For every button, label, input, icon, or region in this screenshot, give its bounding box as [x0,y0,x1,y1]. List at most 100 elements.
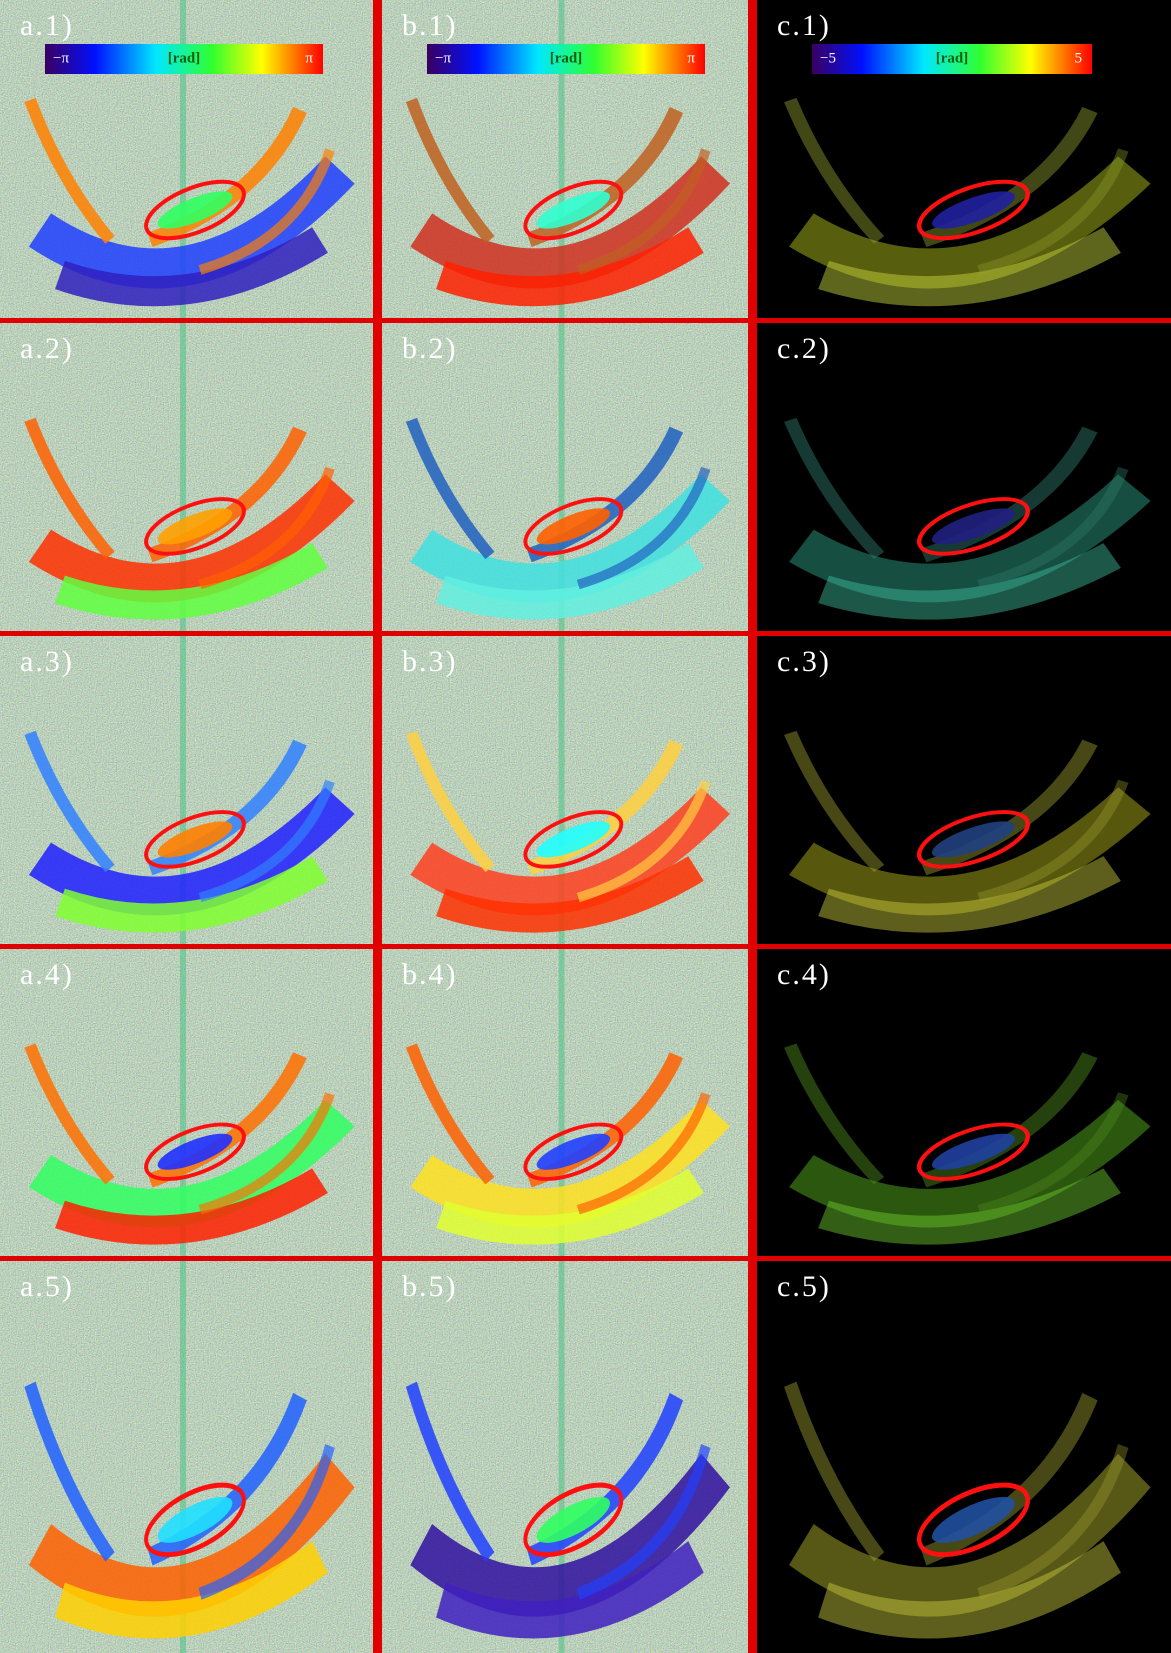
arm-left [24,1043,115,1185]
panel-label: c.5) [777,1270,831,1303]
colorbar-min: −5 [820,50,836,66]
phase-image [24,949,355,1256]
lower-bowl [55,1541,328,1639]
artifact-stripe [558,323,565,631]
panel: b.3) [382,636,748,944]
arm-left [405,1043,495,1185]
arm-outer [576,148,711,275]
arm-left [784,730,885,873]
panel: b.1) −π [rad] π [382,0,748,318]
bowl [789,156,1151,289]
roi-ellipse [523,1482,624,1558]
panel-label: a.3) [20,645,74,678]
center-blob [931,1496,1015,1543]
panel-label: a.2) [20,332,74,365]
artifact-stripe [558,636,565,944]
panel-label: c.4) [777,958,831,991]
panel: a.1) −π [rad] π [0,0,373,318]
panel: b.2) [382,323,748,631]
phase-image [405,323,730,631]
arm-outer [198,779,335,903]
panel-label: c.3) [777,645,831,678]
panel: a.3) [0,636,373,944]
lower-bowl [436,543,704,620]
lower-bowl [436,227,704,307]
roi-ellipse [144,497,246,556]
arm-outer [198,466,335,590]
panel-label: a.1) [20,9,74,42]
panel-label: c.2) [777,332,831,365]
arm-left [24,417,115,560]
black-background [757,323,1171,631]
phase-image [784,417,1151,620]
arm-left [24,97,115,244]
center-blob [157,1133,233,1170]
colorbar-max: 5 [1075,50,1083,66]
artifact-stripe [180,323,186,631]
panel: c.5) [757,1261,1171,1653]
colorbar-min: −π [53,50,69,66]
roi-ellipse [916,1482,1030,1558]
panel-label: c.1) [777,9,831,42]
bowl [789,787,1151,916]
panel-label: b.4) [402,958,458,991]
arm-left [405,417,495,560]
center-blob [157,508,233,545]
panel-label: b.1) [402,9,458,42]
phase-image [24,323,355,631]
black-background [757,949,1171,1256]
center-blob [931,508,1015,545]
lower-bowl [818,543,1121,620]
colorbar [45,44,323,74]
arm-outer [198,1443,335,1600]
panel: c.2) [757,323,1171,631]
lower-bowl [818,1541,1121,1639]
lower-bowl [818,1168,1121,1245]
black-background [757,636,1171,944]
lower-bowl [818,227,1121,307]
arm-outer [977,1092,1129,1215]
artifact-stripe [558,949,565,1256]
phase-image [24,0,355,318]
arm-outer [576,1443,711,1600]
panel: b.4) [382,949,748,1256]
lower-bowl [436,1168,704,1245]
phase-image [24,636,355,944]
lower-bowl [55,543,328,620]
roi-ellipse [916,1122,1030,1181]
colorbar [427,44,705,74]
phase-image [405,1261,730,1653]
colorbar-unit: [rad] [550,50,583,66]
arm-left [784,1381,885,1562]
roi-ellipse [144,179,246,241]
arm-left [405,730,495,873]
lower-bowl [818,856,1121,933]
artifact-stripe [558,1261,565,1653]
center-blob [931,821,1015,858]
roi-ellipse [523,179,624,241]
center-blob [157,821,233,858]
arm-outer [576,1092,711,1215]
bowl [789,1099,1151,1228]
phase-image [784,1043,1151,1245]
arm-left [24,1381,115,1562]
center-blob [536,1133,610,1170]
center-blob [536,1496,610,1543]
lower-bowl [55,856,328,933]
center-blob [157,1496,233,1543]
panel-label: b.2) [402,332,458,365]
colorbar [812,44,1092,74]
center-blob [536,191,610,229]
phase-image [784,97,1151,307]
panel: a.5) [0,1261,373,1653]
center-blob [931,1133,1015,1170]
panel-label: a.4) [20,958,74,991]
lower-bowl [55,227,328,307]
panel-label: b.3) [402,645,458,678]
black-background [757,1261,1171,1653]
panel-label: b.5) [402,1270,458,1303]
panel: c.1) −5 [rad] 5 [757,0,1171,318]
arm-left [24,730,115,873]
phase-image [784,1381,1151,1639]
